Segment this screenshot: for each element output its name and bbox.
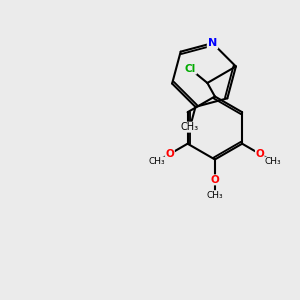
Text: CH₃: CH₃ — [148, 157, 165, 166]
Text: O: O — [255, 149, 264, 159]
Text: CH₃: CH₃ — [181, 122, 199, 132]
Text: O: O — [166, 149, 174, 159]
Text: N: N — [208, 38, 217, 48]
Text: Cl: Cl — [185, 64, 196, 74]
Text: CH₃: CH₃ — [207, 191, 223, 200]
Text: O: O — [211, 175, 219, 185]
Text: CH₃: CH₃ — [265, 157, 281, 166]
